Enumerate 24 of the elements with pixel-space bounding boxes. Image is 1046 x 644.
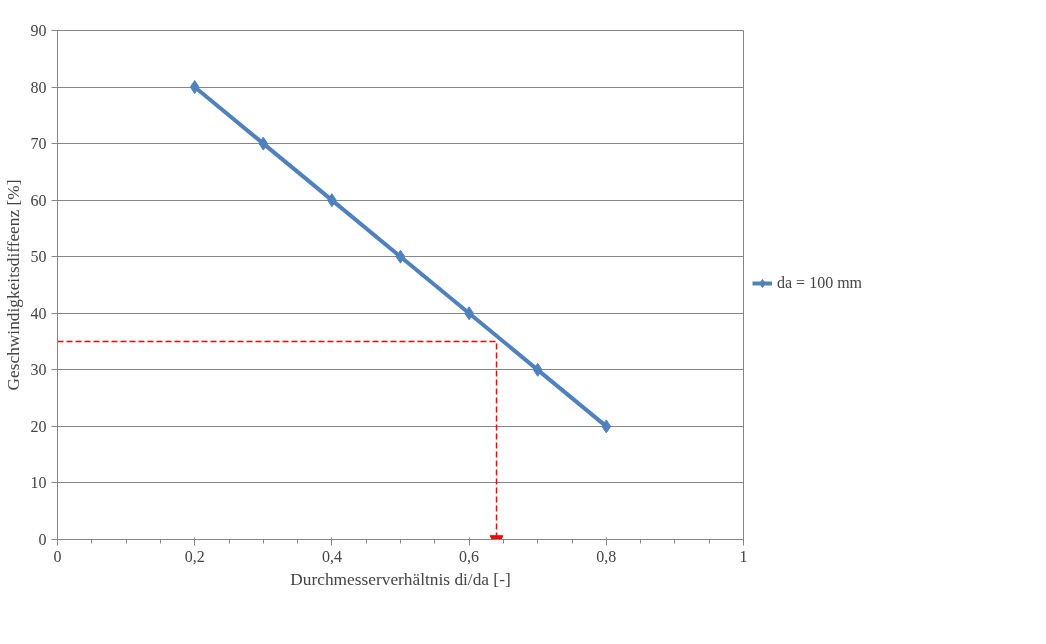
y-tick-label: 20 [30,417,47,435]
y-tick-label: 10 [30,474,47,492]
x-tick-label: 0,2 [184,547,205,565]
y-tick-label: 80 [30,78,47,96]
point [189,80,200,95]
x-axis-title: Durchmesserverhältnis di/da [-] [290,569,511,589]
point [532,362,543,377]
legend-label: da = 100 mm [777,273,863,292]
y-tick-label: 30 [30,361,47,379]
y-tick-label: 70 [30,135,47,153]
y-axis-title: Geschwindigkeitsdiffeenz [%] [3,179,23,391]
y-tick-label: 50 [30,248,47,266]
y-tick-label: 90 [30,22,47,39]
point [258,136,269,151]
y-tick-label: 60 [30,191,47,209]
x-tick-label: 0,8 [596,547,617,565]
x-tick-label: 0,4 [321,547,342,565]
x-tick-label: 1 [739,547,748,565]
x-tick-label: 0,6 [459,547,480,565]
point [601,419,612,434]
y-tick-label: 0 [38,531,47,548]
point [395,249,406,264]
y-tick-label: 40 [30,304,47,322]
x-tick-label: 0 [53,547,62,565]
